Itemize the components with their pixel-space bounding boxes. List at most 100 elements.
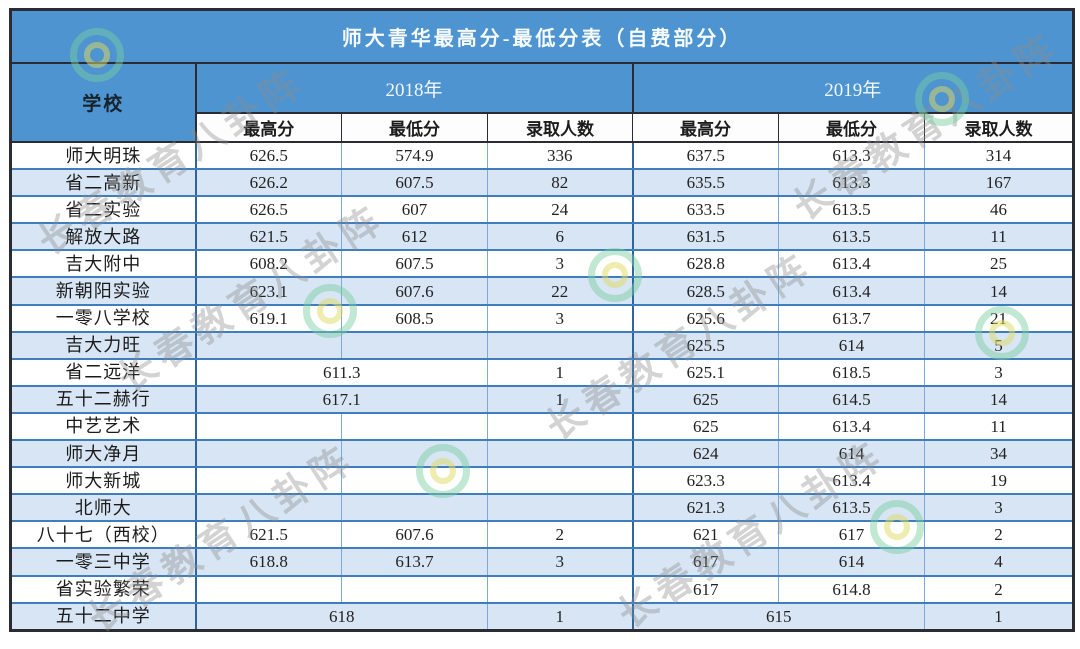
count-cell-y2018: 3 — [487, 547, 633, 577]
min-score-cell-y2019: 614.8 — [778, 574, 925, 604]
table-title: 师大青华最高分-最低分表（自费部分） — [9, 8, 1075, 64]
count-cell-y2019: 2 — [923, 574, 1075, 604]
max-score-cell-y2019: 617 — [631, 547, 779, 577]
school-name-cell: 省实验繁荣 — [9, 574, 197, 604]
count-cell-y2018 — [487, 493, 633, 523]
min-score-cell-y2018 — [341, 439, 488, 469]
max-score-cell-y2018: 626.2 — [195, 168, 342, 198]
count-header-2018: 录取人数 — [487, 112, 633, 143]
count-cell-y2019: 14 — [923, 276, 1075, 306]
table-row: 吉大附中 608.2 607.5 3 628.8 613.4 25 — [9, 249, 1075, 279]
max-score-cell-y2019: 625.6 — [631, 304, 779, 333]
min-score-cell-y2019: 613.5 — [778, 195, 925, 225]
count-cell-y2019: 4 — [923, 547, 1075, 577]
table-row: 师大净月 624 614 34 — [9, 439, 1075, 469]
min-score-cell-y2019: 617 — [778, 520, 925, 550]
min-score-cell-y2018 — [341, 412, 488, 442]
count-cell-y2019: 46 — [923, 195, 1075, 225]
count-cell-y2018 — [487, 439, 633, 469]
max-score-cell-y2018: 626.5 — [195, 141, 342, 171]
merged-score-cell-y2018: 617.1 — [195, 385, 488, 414]
max-score-cell-y2018 — [195, 493, 342, 523]
table-body: 师大明珠 626.5 574.9 336 637.5 613.3 314 省二高新 626.2 6… — [9, 141, 1075, 632]
count-cell-y2018: 6 — [487, 222, 633, 252]
table-row: 新朝阳实验 623.1 607.6 22 628.5 613.4 14 — [9, 276, 1075, 306]
min-score-cell-y2018: 607.6 — [341, 520, 488, 550]
max-score-cell-y2018: 618.8 — [195, 547, 342, 577]
count-cell-y2019: 5 — [923, 331, 1075, 360]
count-cell-y2019: 25 — [923, 249, 1075, 279]
min-score-cell-y2019: 613.4 — [778, 249, 925, 279]
count-cell-y2018: 2 — [487, 520, 633, 550]
min-score-cell-y2018: 607.5 — [341, 249, 488, 279]
school-name-cell: 解放大路 — [9, 222, 197, 252]
table-row: 八十七（西校） 621.5 607.6 2 621 617 2 — [9, 520, 1075, 550]
count-cell-y2018: 24 — [487, 195, 633, 225]
table-row: 一零三中学 618.8 613.7 3 617 614 4 — [9, 547, 1075, 577]
table-row: 省二远洋 611.3 1 625.1 618.5 3 — [9, 358, 1075, 387]
table-row: 五十二中学 618 1 615 1 — [9, 602, 1075, 632]
min-score-cell-y2019: 614 — [778, 547, 925, 577]
min-score-cell-y2018 — [341, 493, 488, 523]
school-column-header: 学校 — [9, 62, 197, 143]
max-score-cell-y2019: 637.5 — [631, 141, 779, 171]
min-score-cell-y2019: 613.4 — [778, 276, 925, 306]
min-score-cell-y2018: 608.5 — [341, 304, 488, 333]
count-cell-y2018: 22 — [487, 276, 633, 306]
merged-score-cell-y2018: 618 — [195, 602, 488, 632]
school-name-cell: 新朝阳实验 — [9, 276, 197, 306]
school-name-cell: 八十七（西校） — [9, 520, 197, 550]
min-score-cell-y2018: 612 — [341, 222, 488, 252]
merged-score-cell-y2019: 615 — [631, 602, 925, 632]
table-row: 吉大力旺 625.5 614 5 — [9, 331, 1075, 360]
max-score-cell-y2018: 608.2 — [195, 249, 342, 279]
min-score-cell-y2019: 618.5 — [778, 358, 925, 387]
sub-header-row: 最高分 最低分 录取人数 最高分 最低分 录取人数 — [11, 112, 1075, 143]
score-table: 师大青华最高分-最低分表（自费部分） 学校 2018年 2019年 最高分 最低… — [9, 8, 1076, 632]
table-row: 一零八学校 619.1 608.5 3 625.6 613.7 21 — [9, 304, 1075, 333]
table-row: 省二高新 626.2 607.5 82 635.5 613.3 167 — [9, 168, 1075, 198]
table-row: 五十二赫行 617.1 1 625 614.5 14 — [9, 385, 1075, 414]
max-score-cell-y2019: 621.3 — [631, 493, 779, 523]
min-score-header-2019: 最低分 — [778, 112, 925, 143]
max-score-cell-y2018 — [195, 412, 342, 442]
max-score-cell-y2019: 623.3 — [631, 466, 779, 496]
max-score-cell-y2019: 625.5 — [631, 331, 779, 360]
school-name-cell: 省二高新 — [9, 168, 197, 198]
school-name-cell: 师大明珠 — [9, 141, 197, 171]
max-score-cell-y2019: 617 — [631, 574, 779, 604]
year-header-row: 学校 2018年 2019年 — [9, 62, 1075, 143]
max-score-cell-y2019: 633.5 — [631, 195, 779, 225]
school-name-cell: 北师大 — [9, 493, 197, 523]
count-cell-y2018: 3 — [487, 249, 633, 279]
count-cell-y2019: 1 — [923, 602, 1075, 632]
count-cell-y2018: 1 — [487, 602, 633, 632]
count-cell-y2018: 3 — [487, 304, 633, 333]
max-score-cell-y2018: 619.1 — [195, 304, 342, 333]
min-score-cell-y2018: 613.7 — [341, 547, 488, 577]
max-score-cell-y2019: 628.5 — [631, 276, 779, 306]
year-2018-header: 2018年 — [194, 62, 634, 114]
count-cell-y2018 — [487, 466, 633, 496]
table-row: 解放大路 621.5 612 6 631.5 613.5 11 — [9, 222, 1075, 252]
max-score-cell-y2018: 623.1 — [195, 276, 342, 306]
min-score-cell-y2019: 613.3 — [778, 168, 925, 198]
max-score-header-2019: 最高分 — [632, 112, 779, 143]
school-name-cell: 省二实验 — [9, 195, 197, 225]
count-cell-y2019: 19 — [923, 466, 1075, 496]
max-score-cell-y2019: 631.5 — [631, 222, 779, 252]
count-cell-y2019: 314 — [923, 141, 1075, 171]
count-cell-y2018: 1 — [487, 385, 633, 414]
max-score-cell-y2018: 621.5 — [195, 222, 342, 252]
min-score-cell-y2019: 613.5 — [778, 493, 925, 523]
max-score-cell-y2018: 626.5 — [195, 195, 342, 225]
max-score-header-2018: 最高分 — [195, 112, 342, 143]
school-name-cell: 一零八学校 — [9, 304, 197, 333]
min-score-cell-y2018: 607.5 — [341, 168, 488, 198]
count-header-2019: 录取人数 — [923, 112, 1075, 143]
min-score-cell-y2018 — [341, 466, 488, 496]
table-row: 省实验繁荣 617 614.8 2 — [9, 574, 1075, 604]
year-2019-header: 2019年 — [631, 62, 1075, 114]
min-score-cell-y2019: 613.5 — [778, 222, 925, 252]
